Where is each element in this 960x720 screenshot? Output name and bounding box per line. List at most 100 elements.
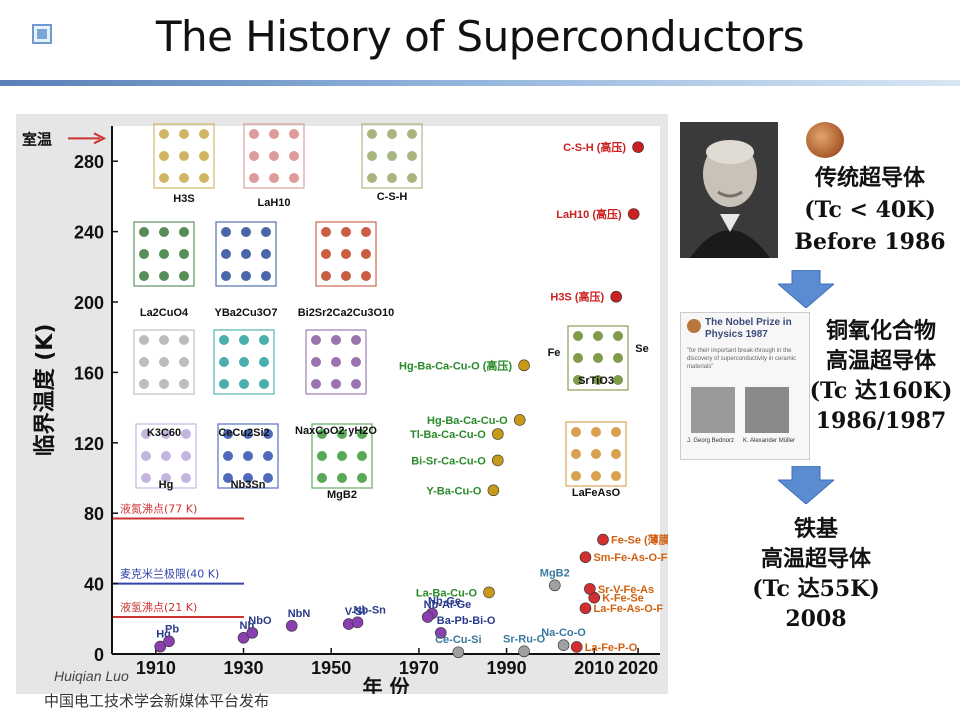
crystal-atom [139, 271, 149, 281]
crystal-structure-image [243, 123, 305, 189]
crystal-structure-image [133, 221, 195, 287]
crystal-structure-image [217, 423, 279, 489]
crystal-atom [219, 335, 229, 345]
crystal-atom [263, 451, 273, 461]
crystal-atom [321, 249, 331, 259]
data-point-label: Nb-Sn [354, 604, 387, 616]
structure-label: C-S-H [377, 191, 408, 203]
data-point-label: La-Fe-P-O [585, 642, 638, 654]
crystal-atom [141, 451, 151, 461]
crystal-structure-image [315, 221, 377, 287]
crystal-structure-image [305, 329, 367, 395]
crystal-atom [289, 129, 299, 139]
down-arrow-icon [778, 466, 834, 504]
crystal-atom [337, 429, 347, 439]
crystal-atom [179, 379, 189, 389]
crystal-atom [241, 249, 251, 259]
crystal-atom [199, 151, 209, 161]
data-point-label: Fe-Se (薄膜) [611, 533, 668, 547]
x-tick-label: 1970 [399, 658, 439, 678]
down-arrow-icon [778, 270, 834, 308]
x-tick-label: 1990 [487, 658, 527, 678]
data-point-label: Na-Co-O [541, 627, 586, 639]
data-point [434, 627, 447, 639]
crystal-atom [139, 335, 149, 345]
x-tick-label: 1950 [311, 658, 351, 678]
crystal-atom [179, 129, 189, 139]
crystal-atom [387, 173, 397, 183]
crystal-atom [181, 451, 191, 461]
crystal-atom [159, 271, 169, 281]
crystal-atom [593, 375, 603, 385]
crystal-atom [387, 151, 397, 161]
chart-panel: H3S LaH10 C-S-H La2CuO4 YBa2Cu3O7 Bi2Sr2Ca2Cu… [16, 114, 674, 699]
crystal-atom [179, 335, 189, 345]
structure-label: CeCu2Si2 [218, 427, 269, 439]
crystal-atom [243, 451, 253, 461]
crystal-atom [321, 271, 331, 281]
crystal-atom [159, 173, 169, 183]
nobel-prize-card: The Nobel Prize in Physics 1987 "for the… [680, 312, 810, 460]
y-tick-label: 40 [84, 575, 104, 595]
bednorz-name: J. Georg Bednorz [687, 438, 735, 444]
data-point [610, 290, 622, 303]
data-point-label: H3S (高压) [550, 290, 604, 304]
crystal-atom [179, 151, 189, 161]
muller-photo [745, 387, 789, 433]
crystal-atom [573, 331, 583, 341]
data-point [154, 640, 167, 653]
cuprate-line-2: 高温超导体 [825, 348, 936, 374]
crystal-atom [361, 227, 371, 237]
data-point-label: La-Fe-As-O-F [593, 603, 663, 615]
crystal-atom [249, 151, 259, 161]
data-point [452, 646, 465, 659]
crystal-atom [159, 357, 169, 367]
iron-line-2: 高温超导体 [760, 546, 871, 572]
data-point [237, 632, 250, 644]
crystal-atom [141, 429, 151, 439]
crystal-structure-image [361, 123, 423, 189]
crystal-atom [593, 331, 603, 341]
data-point-label: Hg-Ba-Ca-Cu-O (高压) [399, 358, 512, 372]
structure-label: LaFeAsO [572, 487, 621, 499]
crystal-atom [161, 429, 171, 439]
data-point-label: Sr-V-Fe-As [598, 584, 654, 596]
crystal-structure-image [213, 329, 275, 395]
crystal-atom [331, 357, 341, 367]
x-tick-label: 1930 [223, 658, 263, 678]
crystal-atom [269, 173, 279, 183]
crystal-atom [317, 451, 327, 461]
structure-label: Bi2Sr2Ca2Cu3O10 [298, 307, 395, 319]
crystal-atom [593, 353, 603, 363]
crystal-atom [139, 357, 149, 367]
data-point [570, 641, 583, 653]
crystal-atom [311, 379, 321, 389]
room-temp-label: 室温 [22, 130, 52, 148]
crystal-atom [263, 429, 273, 439]
data-point [513, 414, 526, 426]
crystal-atom [199, 173, 209, 183]
conventional-line-3: Before 1986 [794, 229, 946, 255]
data-point-label: Tl-Ba-Ca-Cu-O [410, 429, 486, 441]
data-point [518, 645, 530, 658]
crystal-atom [611, 471, 621, 481]
data-point [491, 454, 504, 467]
crystal-atom [311, 335, 321, 345]
crystal-atom [321, 227, 331, 237]
cuprate-line-1: 铜氧化合物 [825, 318, 936, 344]
reference-line-label: 麦克米兰极限(40 K) [120, 567, 219, 581]
crystal-atom [221, 227, 231, 237]
crystal-atom [179, 357, 189, 367]
crystal-atom [261, 227, 271, 237]
crystal-atom [263, 473, 273, 483]
crystal-atom [367, 173, 377, 183]
crystal-atom [351, 335, 361, 345]
slide-bullet-icon-inner [37, 29, 47, 39]
crystal-atom [179, 173, 189, 183]
crystal-atom [141, 473, 151, 483]
crystal-atom [591, 449, 601, 459]
crystal-atom [241, 271, 251, 281]
crystal-atom [613, 353, 623, 363]
data-point-label: Sr-Ru-O [503, 633, 546, 645]
